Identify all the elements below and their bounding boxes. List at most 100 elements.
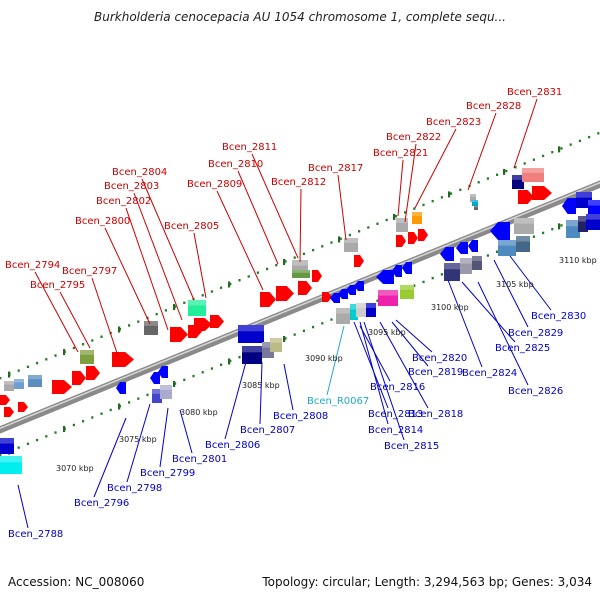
gene-feature[interactable]	[514, 218, 534, 234]
gene-feature[interactable]	[160, 385, 172, 399]
gene-feature[interactable]	[344, 238, 358, 252]
reverse-gene-label[interactable]: Bcen_2830	[531, 311, 586, 322]
gene-feature[interactable]	[392, 265, 402, 277]
gene-feature[interactable]	[4, 407, 14, 417]
forward-gene-label[interactable]: Bcen_2812	[271, 177, 326, 188]
gene-feature[interactable]	[0, 456, 22, 474]
gene-feature[interactable]	[18, 402, 28, 412]
gene-feature[interactable]	[330, 293, 340, 303]
gene-feature[interactable]	[456, 242, 468, 254]
reverse-gene-label[interactable]: Bcen_R0067	[307, 396, 369, 407]
forward-gene-label[interactable]: Bcen_2831	[507, 87, 562, 98]
gene-feature[interactable]	[0, 395, 10, 405]
reverse-gene-label[interactable]: Bcen_2824	[462, 368, 517, 379]
forward-gene-label[interactable]: Bcen_2797	[62, 266, 117, 277]
gene-feature[interactable]	[276, 286, 294, 301]
gene-feature[interactable]	[440, 247, 454, 261]
gene-feature[interactable]	[412, 212, 422, 224]
gene-feature[interactable]	[498, 240, 516, 256]
gene-feature[interactable]	[336, 308, 350, 324]
gene-feature[interactable]	[346, 285, 356, 295]
gene-feature[interactable]	[472, 256, 482, 270]
gene-feature[interactable]	[516, 236, 530, 252]
forward-gene-label[interactable]: Bcen_2828	[466, 101, 521, 112]
gene-feature[interactable]	[238, 325, 264, 343]
forward-gene-label[interactable]: Bcen_2817	[308, 163, 363, 174]
gene-feature[interactable]	[588, 200, 600, 216]
reverse-gene-label[interactable]: Bcen_2814	[368, 425, 423, 436]
reverse-gene-label[interactable]: Bcen_2820	[412, 353, 467, 364]
gene-feature[interactable]	[188, 300, 206, 316]
forward-gene-label[interactable]: Bcen_2800	[75, 216, 130, 227]
reverse-gene-label[interactable]: Bcen_2807	[240, 425, 295, 436]
reverse-gene-label[interactable]: Bcen_2798	[107, 483, 162, 494]
gene-feature[interactable]	[194, 318, 212, 331]
gene-feature[interactable]	[512, 175, 524, 189]
gene-feature[interactable]	[444, 263, 460, 281]
gene-feature[interactable]	[586, 214, 600, 230]
gene-feature[interactable]	[52, 380, 72, 394]
reverse-gene-label[interactable]: Bcen_2801	[172, 454, 227, 465]
gene-feature[interactable]	[578, 216, 588, 232]
reverse-gene-label[interactable]: Bcen_2829	[508, 328, 563, 339]
gene-feature[interactable]	[522, 168, 544, 182]
gene-feature[interactable]	[312, 270, 322, 282]
gene-feature[interactable]	[418, 229, 428, 241]
gene-feature[interactable]	[490, 222, 510, 240]
reverse-gene-label[interactable]: Bcen_2808	[273, 411, 328, 422]
gene-feature[interactable]	[80, 350, 94, 364]
gene-feature[interactable]	[242, 346, 262, 364]
gene-feature[interactable]	[518, 190, 534, 204]
gene-feature[interactable]	[354, 281, 364, 291]
gene-feature[interactable]	[322, 292, 332, 302]
gene-feature[interactable]	[350, 304, 358, 320]
gene-feature[interactable]	[210, 315, 224, 328]
forward-gene-label[interactable]: Bcen_2805	[164, 221, 219, 232]
forward-gene-label[interactable]: Bcen_2821	[373, 148, 428, 159]
gene-feature[interactable]	[292, 270, 310, 278]
gene-feature[interactable]	[152, 389, 162, 403]
forward-gene-label[interactable]: Bcen_2823	[426, 117, 481, 128]
gene-feature[interactable]	[400, 285, 414, 299]
reverse-gene-label[interactable]: Bcen_2816	[370, 382, 425, 393]
gene-feature[interactable]	[378, 290, 398, 306]
gene-feature[interactable]	[14, 379, 24, 389]
reverse-gene-label[interactable]: Bcen_2818	[408, 409, 463, 420]
reverse-gene-label[interactable]: Bcen_2825	[495, 343, 550, 354]
reverse-gene-label[interactable]: Bcen_2826	[508, 386, 563, 397]
gene-feature[interactable]	[158, 366, 168, 378]
gene-feature[interactable]	[0, 438, 14, 454]
gene-feature[interactable]	[408, 232, 418, 244]
gene-feature[interactable]	[28, 375, 42, 387]
gene-feature[interactable]	[376, 270, 394, 284]
reverse-gene-label[interactable]: Bcen_2788	[8, 529, 63, 540]
gene-feature[interactable]	[402, 262, 412, 274]
gene-feature[interactable]	[260, 292, 276, 307]
gene-feature[interactable]	[356, 303, 366, 317]
forward-gene-label[interactable]: Bcen_2809	[187, 179, 242, 190]
forward-gene-label[interactable]: Bcen_2822	[386, 132, 441, 143]
gene-feature[interactable]	[396, 235, 406, 247]
gene-feature[interactable]	[150, 372, 160, 384]
gene-feature[interactable]	[112, 352, 134, 367]
gene-feature[interactable]	[562, 198, 576, 214]
forward-gene-label[interactable]: Bcen_2794	[5, 260, 60, 271]
gene-feature[interactable]	[144, 321, 158, 335]
gene-feature[interactable]	[298, 281, 312, 295]
forward-gene-label[interactable]: Bcen_2803	[104, 181, 159, 192]
gene-feature[interactable]	[86, 366, 100, 380]
reverse-gene-label[interactable]: Bcen_2796	[74, 498, 129, 509]
gene-feature[interactable]	[468, 240, 478, 252]
gene-feature[interactable]	[72, 371, 86, 385]
forward-gene-label[interactable]: Bcen_2810	[208, 159, 263, 170]
gene-feature[interactable]	[474, 206, 478, 210]
forward-gene-label[interactable]: Bcen_2811	[222, 142, 277, 153]
gene-feature[interactable]	[366, 303, 376, 317]
forward-gene-label[interactable]: Bcen_2802	[96, 196, 151, 207]
gene-feature[interactable]	[354, 255, 364, 267]
forward-gene-label[interactable]: Bcen_2804	[112, 167, 167, 178]
gene-feature[interactable]	[470, 194, 476, 202]
gene-feature[interactable]	[472, 200, 478, 206]
gene-feature[interactable]	[4, 381, 14, 391]
gene-feature[interactable]	[532, 186, 552, 200]
